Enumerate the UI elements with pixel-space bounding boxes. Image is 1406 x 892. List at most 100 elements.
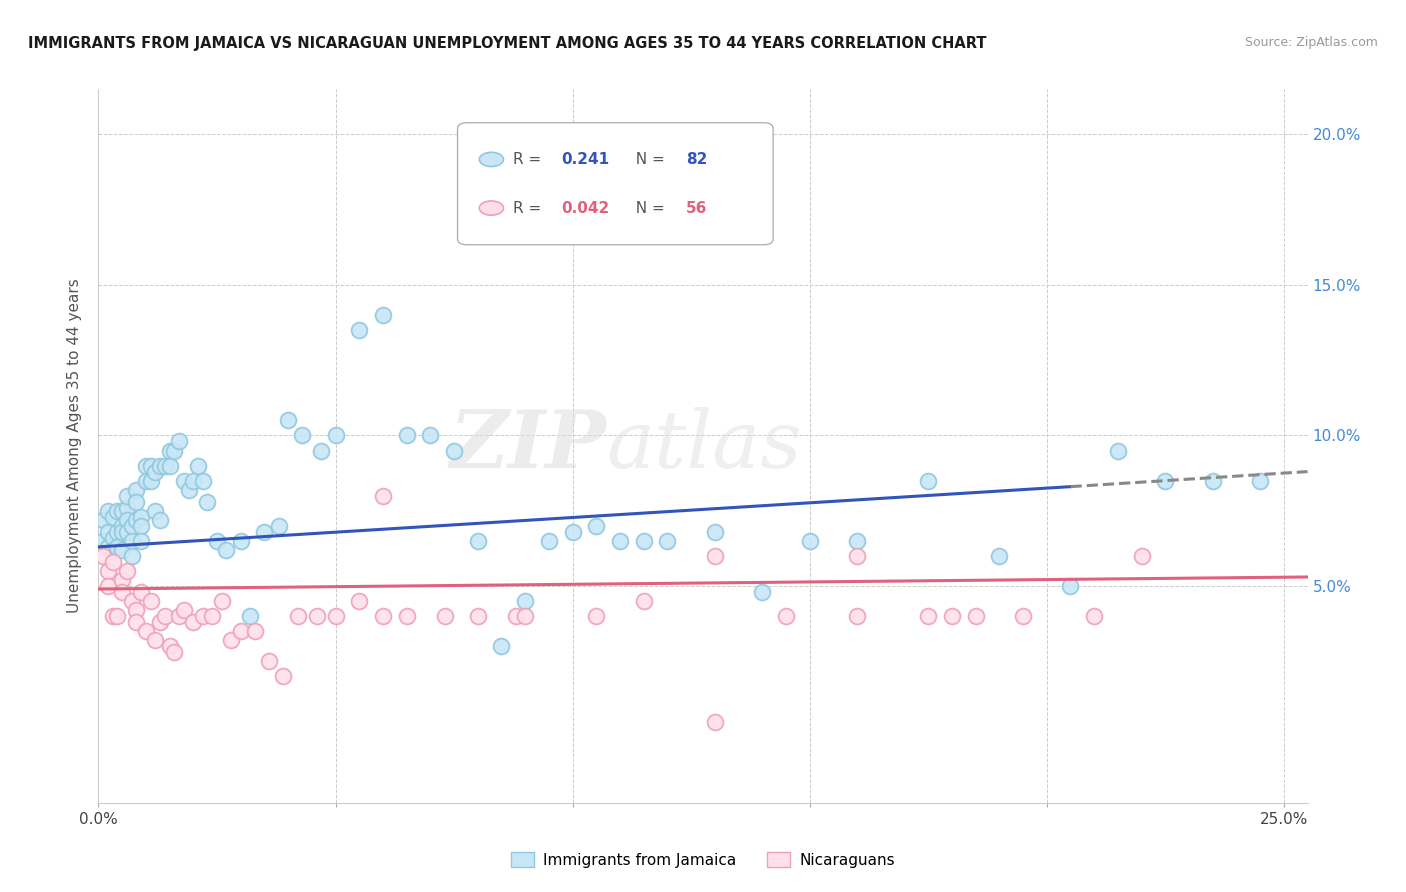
Point — [181, 615, 204, 629]
FancyBboxPatch shape — [457, 123, 773, 244]
Point — [561, 524, 583, 539]
Point — [101, 555, 124, 569]
Point — [101, 509, 124, 524]
Point — [129, 585, 152, 599]
Y-axis label: Unemployment Among Ages 35 to 44 years: Unemployment Among Ages 35 to 44 years — [67, 278, 83, 614]
Point — [181, 474, 204, 488]
Point — [121, 549, 143, 563]
Point — [1059, 579, 1081, 593]
Point — [395, 428, 418, 442]
Text: 0.042: 0.042 — [561, 201, 610, 216]
Point — [537, 533, 560, 548]
Point — [371, 489, 394, 503]
Point — [97, 504, 120, 518]
Text: R =: R = — [513, 152, 547, 167]
Point — [173, 474, 195, 488]
Point — [159, 639, 181, 653]
Point — [159, 458, 181, 473]
Point — [115, 524, 138, 539]
Point — [101, 609, 124, 624]
Point — [111, 542, 134, 557]
Point — [167, 434, 190, 449]
Point — [111, 518, 134, 533]
Point — [163, 645, 186, 659]
Point — [751, 585, 773, 599]
Point — [371, 308, 394, 322]
Point — [97, 564, 120, 578]
Point — [211, 594, 233, 608]
Point — [149, 513, 172, 527]
Point — [1130, 549, 1153, 563]
Point — [177, 483, 200, 497]
Point — [105, 540, 128, 554]
Point — [229, 624, 252, 639]
Point — [135, 474, 157, 488]
Point — [163, 443, 186, 458]
Text: atlas: atlas — [606, 408, 801, 484]
Point — [505, 609, 527, 624]
Point — [846, 549, 869, 563]
Point — [229, 533, 252, 548]
Point — [287, 609, 309, 624]
Point — [191, 609, 214, 624]
Point — [467, 609, 489, 624]
Point — [135, 458, 157, 473]
Text: N =: N = — [626, 152, 669, 167]
Point — [988, 549, 1011, 563]
Point — [371, 609, 394, 624]
Point — [775, 609, 797, 624]
Point — [125, 615, 148, 629]
Point — [149, 615, 172, 629]
Point — [143, 504, 166, 518]
Point — [125, 494, 148, 508]
Point — [125, 603, 148, 617]
Point — [347, 323, 370, 337]
Point — [585, 609, 607, 624]
Point — [1154, 474, 1177, 488]
Point — [201, 609, 224, 624]
Point — [515, 594, 537, 608]
Point — [846, 533, 869, 548]
Point — [291, 428, 314, 442]
Text: ZIP: ZIP — [450, 408, 606, 484]
Point — [799, 533, 821, 548]
Point — [121, 594, 143, 608]
Point — [153, 609, 176, 624]
Point — [267, 518, 290, 533]
Point — [121, 533, 143, 548]
Point — [965, 609, 987, 624]
Point — [105, 609, 128, 624]
Text: IMMIGRANTS FROM JAMAICA VS NICARAGUAN UNEMPLOYMENT AMONG AGES 35 TO 44 YEARS COR: IMMIGRANTS FROM JAMAICA VS NICARAGUAN UN… — [28, 36, 987, 51]
Point — [115, 564, 138, 578]
Point — [703, 714, 725, 729]
Point — [91, 513, 114, 527]
Point — [1012, 609, 1035, 624]
Point — [215, 542, 238, 557]
Point — [125, 513, 148, 527]
Legend: Immigrants from Jamaica, Nicaraguans: Immigrants from Jamaica, Nicaraguans — [505, 846, 901, 873]
Point — [703, 524, 725, 539]
Text: 56: 56 — [686, 201, 707, 216]
Point — [135, 624, 157, 639]
Point — [97, 524, 120, 539]
Point — [149, 458, 172, 473]
Point — [187, 458, 209, 473]
Point — [609, 533, 631, 548]
Text: N =: N = — [626, 201, 669, 216]
Point — [305, 609, 328, 624]
Point — [143, 465, 166, 479]
Point — [243, 624, 266, 639]
Point — [515, 609, 537, 624]
Point — [253, 524, 276, 539]
Point — [129, 518, 152, 533]
Point — [139, 474, 162, 488]
Point — [277, 413, 299, 427]
Point — [125, 483, 148, 497]
Point — [1083, 609, 1105, 624]
Point — [395, 609, 418, 624]
Point — [347, 594, 370, 608]
Point — [115, 489, 138, 503]
Point — [657, 533, 679, 548]
Point — [139, 594, 162, 608]
Point — [139, 458, 162, 473]
